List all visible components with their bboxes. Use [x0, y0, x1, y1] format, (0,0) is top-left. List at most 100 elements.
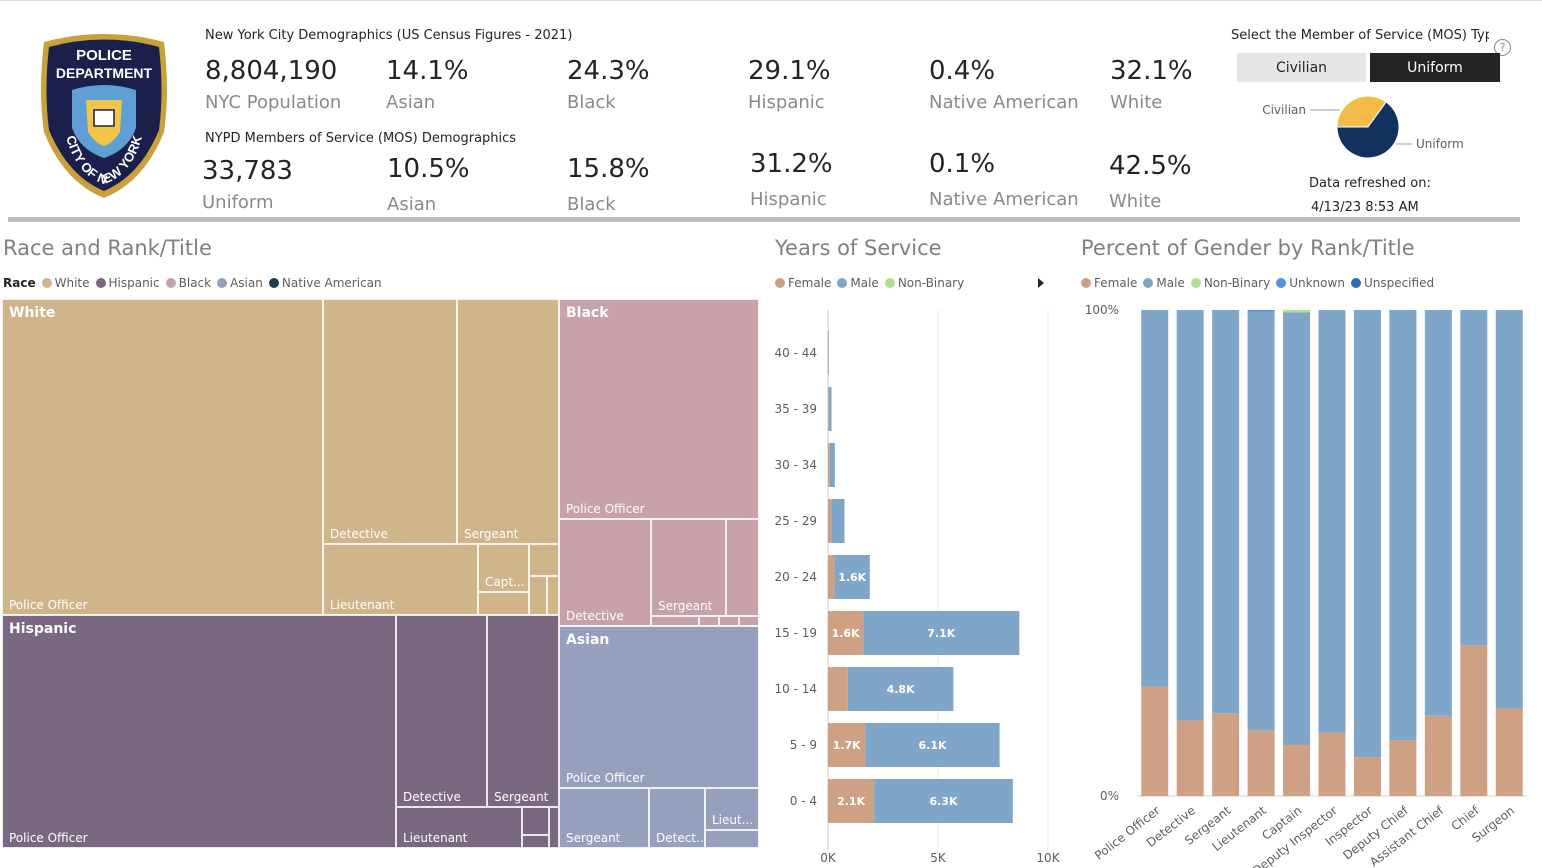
logo-text-department: DEPARTMENT — [56, 65, 153, 81]
years-legend: Female Male Non-Binary — [775, 276, 970, 290]
treemap-label: Sergeant — [494, 790, 549, 804]
legend-item-unknown[interactable]: Unknown — [1276, 276, 1345, 290]
treemap-hispanic-small-node[interactable] — [549, 807, 559, 848]
legend-item-native-american[interactable]: Native American — [268, 276, 382, 290]
legend-item-hispanic[interactable]: Hispanic — [95, 276, 160, 290]
treemap-asian-small-node[interactable] — [705, 830, 759, 848]
legend-label-white: White — [54, 276, 90, 290]
treemap-hispanic-small-node[interactable] — [522, 835, 549, 848]
treemap-asian-detective[interactable]: Detect... — [649, 788, 705, 848]
legend-item-asian[interactable]: Asian — [217, 276, 263, 290]
treemap-white-lieutenant[interactable]: Lieutenant — [323, 544, 478, 615]
treemap-asian-lieutenant[interactable]: Lieut... — [705, 788, 759, 830]
treemap-white-small-node[interactable] — [529, 576, 547, 615]
treemap-label: Lieut... — [712, 813, 754, 827]
civilian-button[interactable]: Civilian — [1237, 53, 1366, 82]
treemap-group-label-white: White — [9, 305, 56, 321]
treemap-hispanic-detective[interactable]: Detective — [396, 615, 487, 807]
help-icon[interactable]: ? — [1494, 39, 1511, 56]
legend-dot-male — [1143, 278, 1154, 288]
treemap-white-police-officer[interactable]: White Police Officer — [2, 299, 323, 615]
treemap-white-sergeant[interactable]: Sergeant — [457, 299, 559, 544]
legend-item-male[interactable]: Male — [837, 276, 879, 290]
bar-male — [834, 555, 870, 599]
uniform-button[interactable]: Uniform — [1370, 53, 1500, 82]
legend-item-male[interactable]: Male — [1143, 276, 1185, 290]
mos-type-pie-chart[interactable]: Civilian Uniform — [1262, 90, 1502, 170]
bar-male — [1176, 310, 1204, 721]
bar-female — [828, 779, 875, 823]
bar-female — [828, 387, 829, 431]
treemap-black-sergeant[interactable]: Sergeant — [651, 519, 726, 616]
bar-male — [1141, 310, 1169, 687]
legend-scroll-right-icon[interactable] — [1036, 277, 1046, 289]
header-separator — [8, 217, 1520, 222]
bar-male — [847, 667, 954, 711]
treemap-hispanic-sergeant[interactable]: Sergeant — [487, 615, 559, 807]
bar-male — [828, 387, 832, 431]
legend-item-female[interactable]: Female — [1081, 276, 1137, 290]
treemap-group-label-asian: Asian — [566, 632, 610, 648]
years-of-service-chart: 0K 5K 10K 0 - 4 2.1K 6.3K 5 - 9 1.7K 6.1K 10 - 14… — [775, 310, 1061, 865]
treemap-asian-police-officer[interactable]: Asian Police Officer — [559, 626, 759, 788]
legend-item-female[interactable]: Female — [775, 276, 831, 290]
treemap-white-small-node[interactable] — [529, 544, 559, 576]
y-category-label: 15 - 19 — [775, 626, 818, 640]
nypd-asian-value: 10.5% — [387, 154, 470, 184]
treemap-black-small-node[interactable] — [719, 616, 739, 626]
nyc-asian-label: Asian — [386, 92, 436, 113]
legend-label-female: Female — [1094, 276, 1138, 290]
legend-item-non-binary[interactable]: Non-Binary — [1190, 276, 1271, 290]
legend-label-unknown: Unknown — [1289, 276, 1345, 290]
treemap-asian-sergeant[interactable]: Sergeant — [559, 788, 649, 848]
x-tick-label: 5K — [930, 851, 947, 865]
treemap-white-captain[interactable]: Capt... — [478, 544, 529, 592]
treemap-hispanic-police-officer[interactable]: Hispanic Police Officer — [2, 615, 396, 848]
treemap-black-small-node[interactable] — [651, 616, 699, 626]
treemap-label: Police Officer — [9, 831, 88, 845]
legend-label-native-american: Native American — [281, 276, 382, 290]
treemap-white-small-node[interactable] — [478, 592, 529, 615]
treemap-white-detective[interactable]: Detective — [323, 299, 457, 544]
bar-female — [1212, 713, 1240, 796]
treemap-black-small-node[interactable] — [739, 616, 759, 626]
treemap-group-label-hispanic: Hispanic — [9, 621, 77, 637]
y-category-label: 35 - 39 — [775, 402, 818, 416]
legend-dot-non-binary — [884, 278, 895, 288]
treemap-label: Detective — [330, 527, 388, 541]
nyc-black-label: Black — [567, 92, 616, 113]
nyc-hispanic-value: 29.1% — [748, 56, 831, 86]
treemap-black-detective[interactable]: Detective — [559, 519, 651, 626]
treemap-black-small-node[interactable] — [699, 616, 719, 626]
legend-item-non-binary[interactable]: Non-Binary — [884, 276, 964, 290]
treemap-label: Sergeant — [464, 527, 519, 541]
nypd-shield-logo: POLICE DEPARTMENT CITY OF NEW YORK — [41, 34, 167, 198]
treemap-black-police-officer[interactable]: Black Police Officer — [559, 299, 759, 519]
pie-slice-civilian — [1336, 95, 1387, 128]
treemap-label: Sergeant — [566, 831, 621, 845]
top-border — [0, 0, 1542, 1]
treemap-hispanic-lieutenant[interactable]: Lieutenant — [396, 807, 522, 848]
nypd-black-value: 15.8% — [567, 154, 650, 184]
legend-label-non-binary: Non-Binary — [1203, 276, 1271, 290]
nypd-uniform-value: 33,783 — [202, 156, 293, 186]
legend-dot-unknown — [1276, 278, 1287, 288]
race-legend-title: Race — [3, 276, 36, 290]
treemap-white-small-node[interactable] — [547, 576, 559, 615]
bar-female — [828, 443, 830, 487]
treemap-label: Detect... — [656, 831, 705, 845]
y-tick-label: 0% — [1100, 789, 1119, 803]
bar-male — [828, 331, 829, 375]
x-tick-label: 0K — [820, 851, 837, 865]
legend-item-white[interactable]: White — [41, 276, 90, 290]
legend-item-unspecified[interactable]: Unspecified — [1350, 276, 1435, 290]
treemap-hispanic-small-node[interactable] — [522, 807, 549, 835]
race-rank-treemap: White Police Officer Detective Sergeant … — [2, 299, 759, 848]
legend-label-hispanic: Hispanic — [108, 276, 160, 290]
bar-male — [1460, 310, 1488, 646]
legend-item-black[interactable]: Black — [165, 276, 211, 290]
legend-label-unspecified: Unspecified — [1363, 276, 1435, 290]
y-category-label: 40 - 44 — [775, 346, 818, 360]
nyc-native-label: Native American — [929, 92, 1079, 113]
treemap-black-small-node[interactable] — [726, 519, 759, 616]
